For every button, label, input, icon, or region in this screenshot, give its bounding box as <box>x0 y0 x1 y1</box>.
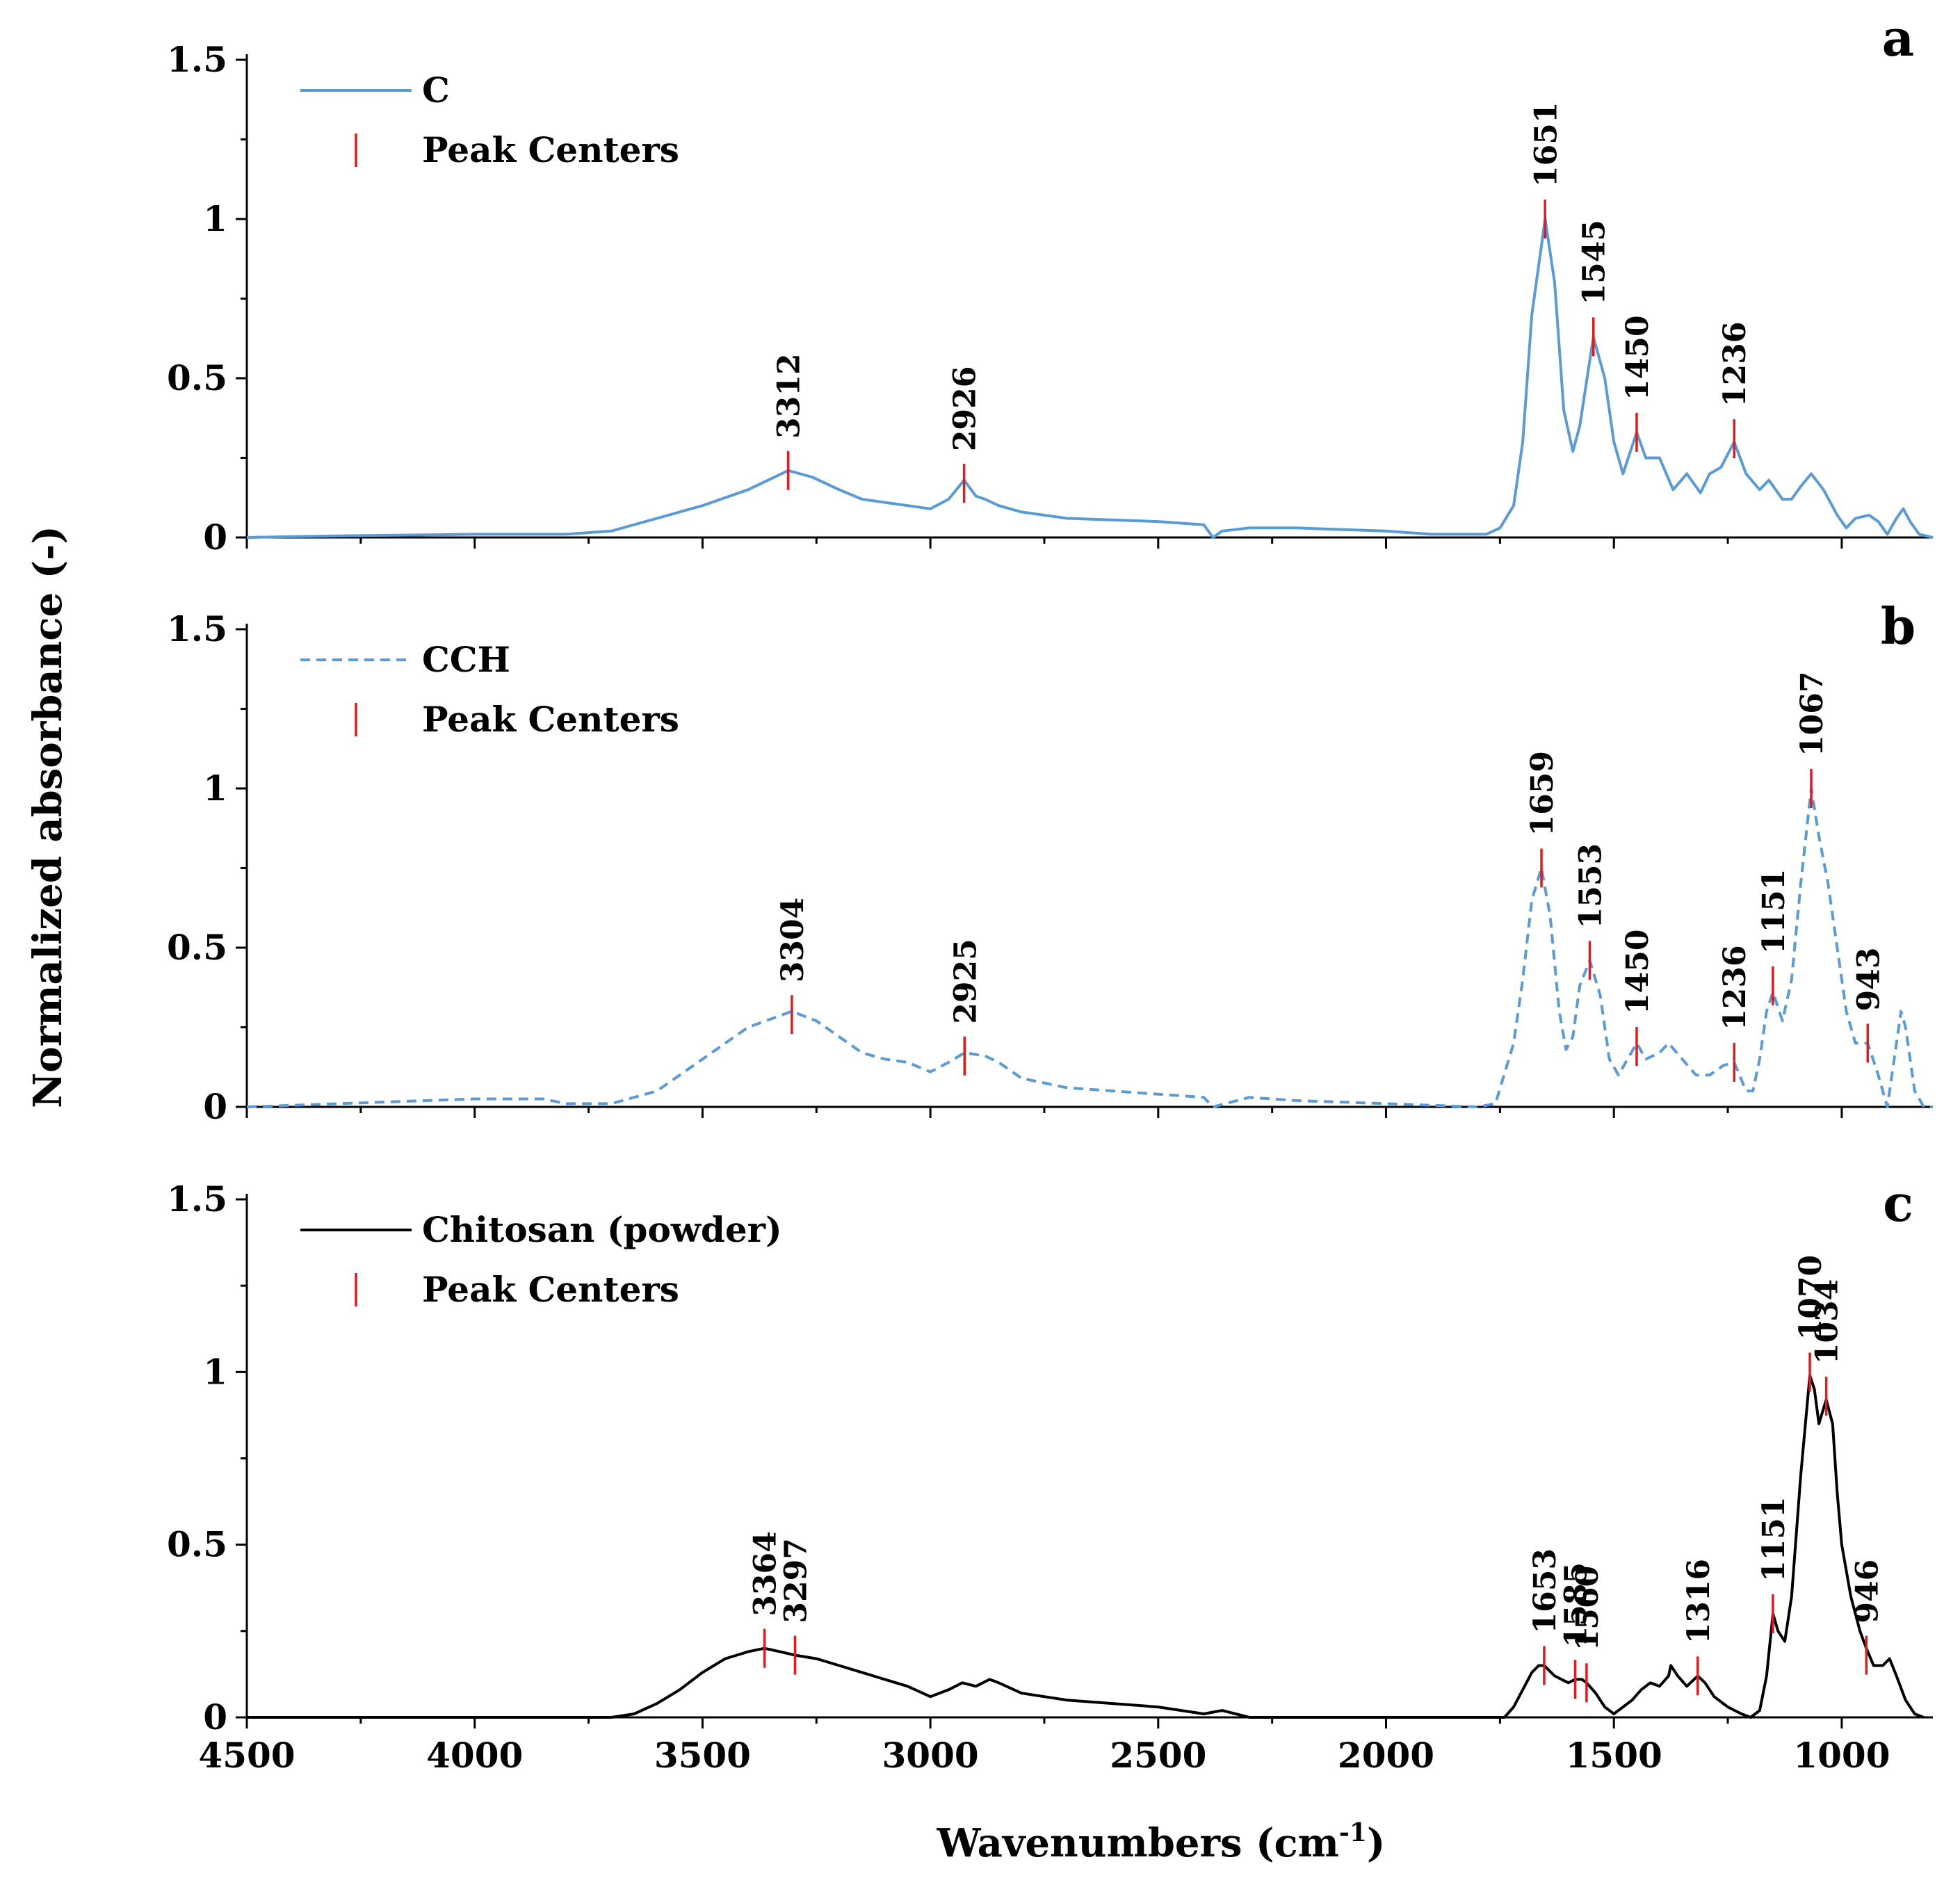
x-axis-title-main: Wavenumbers (cm <box>937 1820 1339 1866</box>
y-axis-title: Normalized absorbance (-) <box>25 526 71 1108</box>
panel-c-x-tick-label: 1500 <box>1566 1735 1662 1776</box>
panel-a-legend-series-label: C <box>422 70 450 111</box>
panel-c-legend-peak-label: Peak Centers <box>422 1269 679 1310</box>
panel-c-x-tick-label: 4500 <box>198 1735 295 1776</box>
panel-a-series-line <box>246 218 1934 539</box>
panel-c-y-tick-label: 0.5 <box>167 1524 227 1565</box>
panel-c-x-tick-label: 2500 <box>1110 1735 1206 1776</box>
panel-b-peak-label: 2925 <box>948 939 983 1023</box>
panel-c-peak-label: 946 <box>1849 1560 1885 1623</box>
panel-c-peak-label: 1070 <box>1793 1255 1829 1340</box>
x-axis-title-superscript: -1 <box>1339 1818 1367 1847</box>
panel-b-peak-label: 1659 <box>1525 751 1560 836</box>
panel-c-peak-label: 1034 <box>1810 1279 1845 1364</box>
panel-b-peak-label: 1553 <box>1573 843 1608 928</box>
panel-b-y-tick-label: 1.5 <box>167 608 227 649</box>
panel-a-peak-label: 2926 <box>948 366 983 451</box>
panel-c-x-tick-label: 3000 <box>882 1735 979 1776</box>
panel-b-legend-series-label: CCH <box>422 639 510 680</box>
panel-c-peak-label: 1151 <box>1756 1497 1792 1582</box>
x-axis-title: Wavenumbers (cm-1) <box>937 1818 1386 1866</box>
panel-b-letter: b <box>1881 597 1916 656</box>
panel-a-peak-label: 1545 <box>1577 220 1612 305</box>
panel-c-peak-label: 1560 <box>1570 1566 1605 1651</box>
panel-b-y-tick-label: 1 <box>203 768 227 809</box>
panel-b-legend-peak-label: Peak Centers <box>422 699 679 740</box>
panel-a-y-tick-label: 0.5 <box>167 357 227 398</box>
panel-c-series-line <box>247 1374 1925 1719</box>
panel-a-legend-peak-label: Peak Centers <box>422 129 679 170</box>
panel-c-peak-label: 1316 <box>1681 1559 1717 1644</box>
panel-b-series-line <box>246 787 1933 1108</box>
panel-c-legend-series-label: Chitosan (powder) <box>422 1209 782 1250</box>
panel-b-y-tick-label: 0.5 <box>167 927 227 968</box>
panel-a-y-tick-label: 1.5 <box>167 39 227 80</box>
panel-b-peak-label: 943 <box>1851 948 1886 1012</box>
panel-b-peak-label: 1236 <box>1717 945 1753 1030</box>
panel-c-peak-label: 1653 <box>1528 1548 1563 1633</box>
x-axis-title-close: ) <box>1367 1820 1386 1866</box>
panel-c-x-tick-label: 2000 <box>1338 1735 1434 1776</box>
panel-b-peak-label: 1450 <box>1620 930 1655 1014</box>
panel-c-y-tick-label: 1.5 <box>167 1179 227 1220</box>
panel-a-y-tick-label: 1 <box>203 198 227 239</box>
panel-b-peak-label: 1151 <box>1756 868 1792 953</box>
panel-b-y-tick-label: 0 <box>203 1086 227 1127</box>
panel-c: 0 0.5 1 1.5 4500 4000 3500 3000 2500 2000 1500 1000… <box>167 1174 1933 1776</box>
panel-b-peak-label: 3304 <box>775 898 811 982</box>
panel-c-x-tick-label: 4000 <box>426 1735 523 1776</box>
panel-c-x-tick-label: 1000 <box>1793 1735 1890 1776</box>
panel-c-y-tick-label: 0 <box>203 1696 227 1738</box>
panel-c-letter: c <box>1883 1174 1913 1233</box>
panel-a-peak-label: 1450 <box>1620 315 1655 400</box>
panel-a-peak-label: 3312 <box>772 353 807 438</box>
panel-c-peak-label: 1585 <box>1559 1562 1594 1647</box>
panel-c-x-tick-label: 3500 <box>654 1735 751 1776</box>
panel-a-letter: a <box>1882 8 1915 67</box>
panel-c-peak-label: 3364 <box>748 1531 784 1616</box>
panel-c-peak-label: 3297 <box>778 1538 813 1623</box>
panel-c-y-tick-label: 1 <box>203 1351 227 1392</box>
panel-a-peak-label: 1236 <box>1717 322 1753 407</box>
panel-a-peak-label: 1651 <box>1528 102 1564 187</box>
panel-b-peak-label: 1067 <box>1795 672 1830 756</box>
panel-a-y-tick-label: 0 <box>203 517 227 558</box>
